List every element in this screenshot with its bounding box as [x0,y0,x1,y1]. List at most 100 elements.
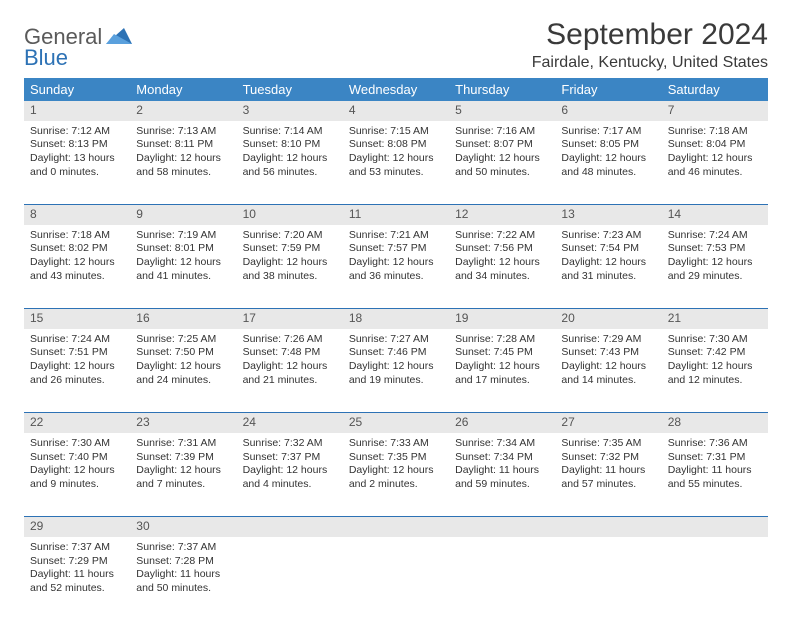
sunrise-line: Sunrise: 7:32 AM [243,437,337,451]
day-number-cell: 19 [449,309,555,329]
day-number-cell: 4 [343,101,449,121]
sunrise-line: Sunrise: 7:23 AM [561,229,655,243]
sunrise-line: Sunrise: 7:18 AM [668,125,762,139]
sunset-line: Sunset: 7:56 PM [455,242,549,256]
day-number-cell: 24 [237,413,343,433]
sunset-line: Sunset: 7:59 PM [243,242,337,256]
day-number-row: 15161718192021 [24,309,768,329]
logo: General Blue [24,18,132,69]
day-number-cell [237,517,343,537]
day-number-cell: 17 [237,309,343,329]
title-block: September 2024 Fairdale, Kentucky, Unite… [532,18,768,72]
day-cell [555,537,661,621]
day-number-cell [662,517,768,537]
sunset-line: Sunset: 7:40 PM [30,451,124,465]
sunrise-line: Sunrise: 7:13 AM [136,125,230,139]
sunset-line: Sunset: 7:29 PM [30,555,124,569]
day-cell: Sunrise: 7:12 AMSunset: 8:13 PMDaylight:… [24,121,130,205]
daylight-line: Daylight: 12 hours and 7 minutes. [136,464,230,491]
sunset-line: Sunset: 7:57 PM [349,242,443,256]
sunset-line: Sunset: 8:11 PM [136,138,230,152]
day-cell: Sunrise: 7:35 AMSunset: 7:32 PMDaylight:… [555,433,661,517]
day-number-cell: 12 [449,205,555,225]
sunrise-line: Sunrise: 7:28 AM [455,333,549,347]
day-number-cell: 13 [555,205,661,225]
sunset-line: Sunset: 7:39 PM [136,451,230,465]
week-row: Sunrise: 7:24 AMSunset: 7:51 PMDaylight:… [24,329,768,413]
month-title: September 2024 [532,18,768,52]
sunrise-line: Sunrise: 7:14 AM [243,125,337,139]
day-cell: Sunrise: 7:27 AMSunset: 7:46 PMDaylight:… [343,329,449,413]
day-number-row: 2930 [24,517,768,537]
sunset-line: Sunset: 7:46 PM [349,346,443,360]
daylight-line: Daylight: 12 hours and 38 minutes. [243,256,337,283]
logo-text-blue: Blue [24,48,132,69]
day-number-cell: 22 [24,413,130,433]
daylight-line: Daylight: 12 hours and 26 minutes. [30,360,124,387]
sunset-line: Sunset: 7:37 PM [243,451,337,465]
calendar-table: Sunday Monday Tuesday Wednesday Thursday… [24,78,768,621]
daylight-line: Daylight: 13 hours and 0 minutes. [30,152,124,179]
day-cell [449,537,555,621]
daylight-line: Daylight: 12 hours and 31 minutes. [561,256,655,283]
day-cell [237,537,343,621]
day-header: Saturday [662,78,768,101]
daylight-line: Daylight: 11 hours and 57 minutes. [561,464,655,491]
day-cell: Sunrise: 7:28 AMSunset: 7:45 PMDaylight:… [449,329,555,413]
day-header: Friday [555,78,661,101]
day-cell: Sunrise: 7:33 AMSunset: 7:35 PMDaylight:… [343,433,449,517]
sunset-line: Sunset: 8:13 PM [30,138,124,152]
day-cell: Sunrise: 7:19 AMSunset: 8:01 PMDaylight:… [130,225,236,309]
week-row: Sunrise: 7:12 AMSunset: 8:13 PMDaylight:… [24,121,768,205]
sunrise-line: Sunrise: 7:21 AM [349,229,443,243]
sunrise-line: Sunrise: 7:30 AM [668,333,762,347]
day-cell: Sunrise: 7:26 AMSunset: 7:48 PMDaylight:… [237,329,343,413]
sunrise-line: Sunrise: 7:24 AM [668,229,762,243]
daylight-line: Daylight: 12 hours and 19 minutes. [349,360,443,387]
day-cell: Sunrise: 7:22 AMSunset: 7:56 PMDaylight:… [449,225,555,309]
day-cell: Sunrise: 7:30 AMSunset: 7:42 PMDaylight:… [662,329,768,413]
sunrise-line: Sunrise: 7:30 AM [30,437,124,451]
week-row: Sunrise: 7:37 AMSunset: 7:29 PMDaylight:… [24,537,768,621]
day-number-cell: 6 [555,101,661,121]
daylight-line: Daylight: 11 hours and 59 minutes. [455,464,549,491]
sunrise-line: Sunrise: 7:36 AM [668,437,762,451]
sunrise-line: Sunrise: 7:16 AM [455,125,549,139]
daylight-line: Daylight: 11 hours and 55 minutes. [668,464,762,491]
day-number-cell: 28 [662,413,768,433]
day-cell: Sunrise: 7:18 AMSunset: 8:04 PMDaylight:… [662,121,768,205]
sunset-line: Sunset: 7:43 PM [561,346,655,360]
day-number-cell: 14 [662,205,768,225]
daylight-line: Daylight: 12 hours and 34 minutes. [455,256,549,283]
day-header-row: Sunday Monday Tuesday Wednesday Thursday… [24,78,768,101]
day-cell: Sunrise: 7:24 AMSunset: 7:53 PMDaylight:… [662,225,768,309]
sunset-line: Sunset: 8:02 PM [30,242,124,256]
sunset-line: Sunset: 7:31 PM [668,451,762,465]
sunrise-line: Sunrise: 7:31 AM [136,437,230,451]
daylight-line: Daylight: 12 hours and 53 minutes. [349,152,443,179]
daylight-line: Daylight: 12 hours and 36 minutes. [349,256,443,283]
daylight-line: Daylight: 12 hours and 43 minutes. [30,256,124,283]
day-number-cell: 3 [237,101,343,121]
sunrise-line: Sunrise: 7:22 AM [455,229,549,243]
sunset-line: Sunset: 7:54 PM [561,242,655,256]
day-number-cell [343,517,449,537]
sunrise-line: Sunrise: 7:12 AM [30,125,124,139]
daylight-line: Daylight: 12 hours and 46 minutes. [668,152,762,179]
week-row: Sunrise: 7:30 AMSunset: 7:40 PMDaylight:… [24,433,768,517]
sunrise-line: Sunrise: 7:17 AM [561,125,655,139]
day-number-cell: 21 [662,309,768,329]
day-cell: Sunrise: 7:34 AMSunset: 7:34 PMDaylight:… [449,433,555,517]
day-header: Wednesday [343,78,449,101]
sunrise-line: Sunrise: 7:15 AM [349,125,443,139]
daylight-line: Daylight: 12 hours and 41 minutes. [136,256,230,283]
sunset-line: Sunset: 7:42 PM [668,346,762,360]
daylight-line: Daylight: 12 hours and 50 minutes. [455,152,549,179]
daylight-line: Daylight: 12 hours and 58 minutes. [136,152,230,179]
daylight-line: Daylight: 12 hours and 9 minutes. [30,464,124,491]
day-cell: Sunrise: 7:14 AMSunset: 8:10 PMDaylight:… [237,121,343,205]
day-cell: Sunrise: 7:18 AMSunset: 8:02 PMDaylight:… [24,225,130,309]
daylight-line: Daylight: 11 hours and 52 minutes. [30,568,124,595]
day-number-cell: 29 [24,517,130,537]
sunset-line: Sunset: 8:01 PM [136,242,230,256]
